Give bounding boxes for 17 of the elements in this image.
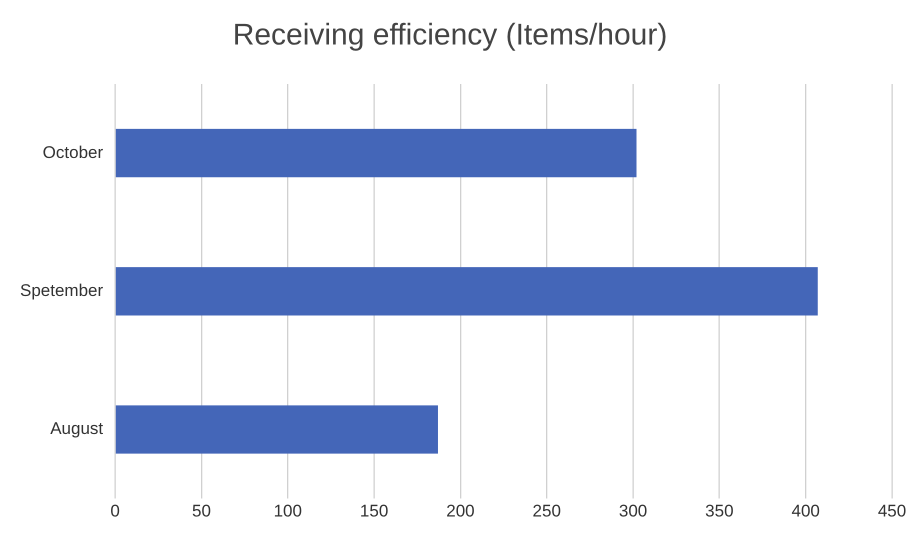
bar — [116, 128, 637, 178]
chart-title: Receiving efficiency (Items/hour) — [232, 18, 668, 52]
x-tick-label: 400 — [791, 501, 820, 520]
x-tick-label: 450 — [878, 501, 906, 520]
x-tick-label: 150 — [360, 501, 388, 520]
y-tick-label: Spetember — [20, 280, 104, 300]
bar — [116, 405, 438, 454]
x-tick-label: 0 — [110, 501, 120, 520]
x-tick-label: 350 — [705, 501, 734, 520]
x-tick-label: 200 — [446, 501, 475, 520]
y-tick-label: October — [42, 142, 104, 162]
y-tick-label: August — [50, 419, 104, 438]
x-tick-label: 100 — [274, 501, 302, 520]
x-tick-label: 250 — [532, 501, 561, 520]
bar — [116, 267, 818, 316]
x-tick-label: 300 — [618, 501, 648, 520]
x-tick-label: 50 — [192, 501, 211, 520]
